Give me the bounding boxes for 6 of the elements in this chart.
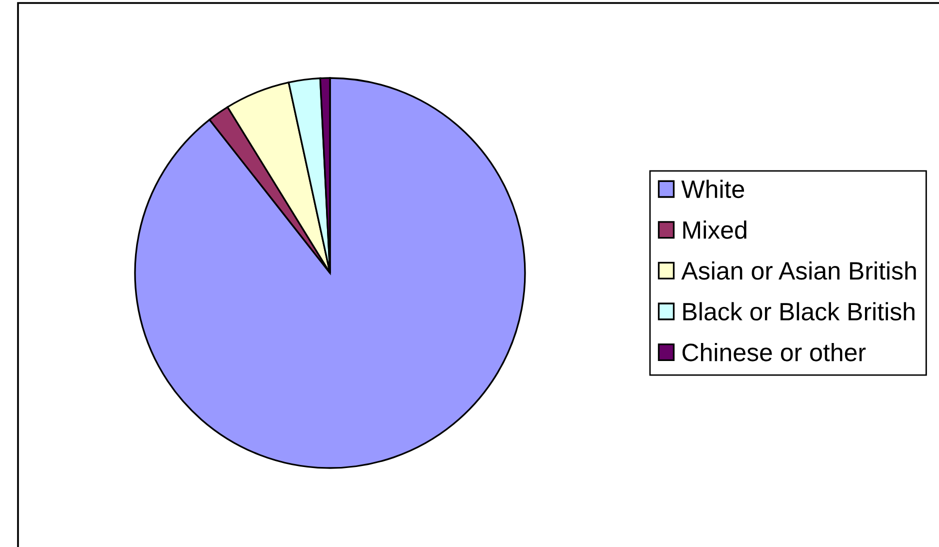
pie-slice (134, 77, 526, 469)
legend-label: Mixed (683, 220, 746, 239)
legend-label: Chinese or other (682, 342, 866, 362)
legend-label: Black or Black British (683, 302, 914, 321)
legend-label: White (681, 180, 744, 198)
legend-label: Asian or Asian British (681, 261, 916, 280)
